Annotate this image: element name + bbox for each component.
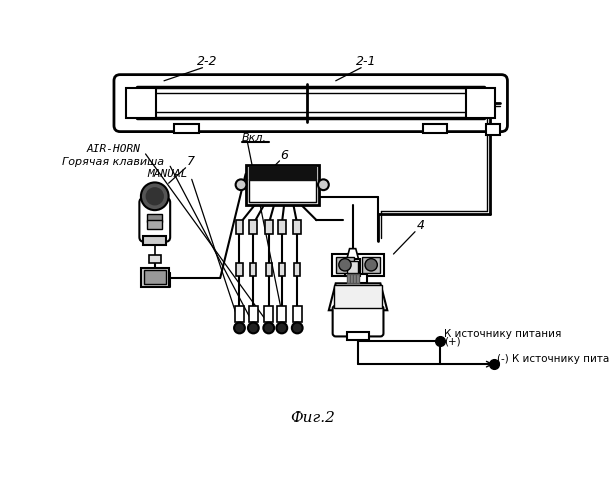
FancyBboxPatch shape xyxy=(139,198,170,242)
Bar xyxy=(353,274,356,283)
Bar xyxy=(174,124,199,133)
Bar xyxy=(141,268,168,287)
Bar xyxy=(237,264,243,276)
Text: Вкл.: Вкл. xyxy=(242,133,267,143)
Bar xyxy=(336,257,354,274)
Text: 7: 7 xyxy=(187,156,195,168)
Bar xyxy=(143,236,167,245)
Text: 2-1: 2-1 xyxy=(356,56,377,68)
Bar xyxy=(149,255,161,262)
Bar xyxy=(356,274,359,283)
Bar xyxy=(349,274,367,283)
Circle shape xyxy=(234,322,245,334)
Bar xyxy=(279,264,285,276)
Bar xyxy=(293,220,301,234)
Circle shape xyxy=(248,322,259,334)
Bar xyxy=(266,264,272,276)
Bar xyxy=(486,124,500,134)
FancyBboxPatch shape xyxy=(114,74,508,132)
Text: MANUAL: MANUAL xyxy=(148,169,188,179)
Bar xyxy=(235,220,243,234)
Bar xyxy=(250,264,256,276)
Bar xyxy=(144,270,165,284)
Bar xyxy=(249,306,258,322)
Circle shape xyxy=(264,322,274,334)
Circle shape xyxy=(339,258,351,271)
Bar xyxy=(294,264,300,276)
Text: Фиг.2: Фиг.2 xyxy=(290,411,335,425)
Polygon shape xyxy=(329,284,387,310)
Circle shape xyxy=(318,180,329,190)
Bar xyxy=(249,166,316,180)
Text: 4: 4 xyxy=(417,220,425,232)
Bar xyxy=(126,88,156,118)
Bar xyxy=(147,214,162,222)
Text: 6: 6 xyxy=(280,148,288,162)
Bar xyxy=(278,220,285,234)
Bar xyxy=(264,306,273,322)
Bar xyxy=(265,220,273,234)
Bar xyxy=(235,306,244,322)
Bar xyxy=(347,332,369,340)
Circle shape xyxy=(292,322,303,334)
Circle shape xyxy=(235,180,246,190)
Bar xyxy=(423,124,447,133)
Bar xyxy=(249,178,316,202)
Bar xyxy=(466,88,495,118)
Bar xyxy=(334,285,382,308)
Bar xyxy=(277,306,287,322)
Circle shape xyxy=(365,258,378,271)
Bar xyxy=(347,261,358,274)
Circle shape xyxy=(141,182,168,210)
Circle shape xyxy=(276,322,287,334)
Text: Горячая клавиша: Горячая клавиша xyxy=(62,156,164,166)
Bar xyxy=(293,306,302,322)
Text: 2-2: 2-2 xyxy=(197,56,217,68)
Bar xyxy=(362,257,381,274)
Text: AIR-HORN: AIR-HORN xyxy=(87,144,141,154)
Bar xyxy=(246,164,319,205)
Text: К источнику питания: К источнику питания xyxy=(444,329,562,339)
Polygon shape xyxy=(346,248,359,260)
Text: (-) К источнику питания: (-) К источнику питания xyxy=(497,354,610,364)
Bar xyxy=(249,220,257,234)
Text: (+): (+) xyxy=(444,337,461,347)
Bar xyxy=(346,274,350,283)
Bar xyxy=(345,258,361,276)
Bar xyxy=(147,220,162,230)
FancyBboxPatch shape xyxy=(332,306,384,336)
Bar xyxy=(332,254,384,276)
Circle shape xyxy=(146,188,163,205)
Bar xyxy=(350,274,353,283)
